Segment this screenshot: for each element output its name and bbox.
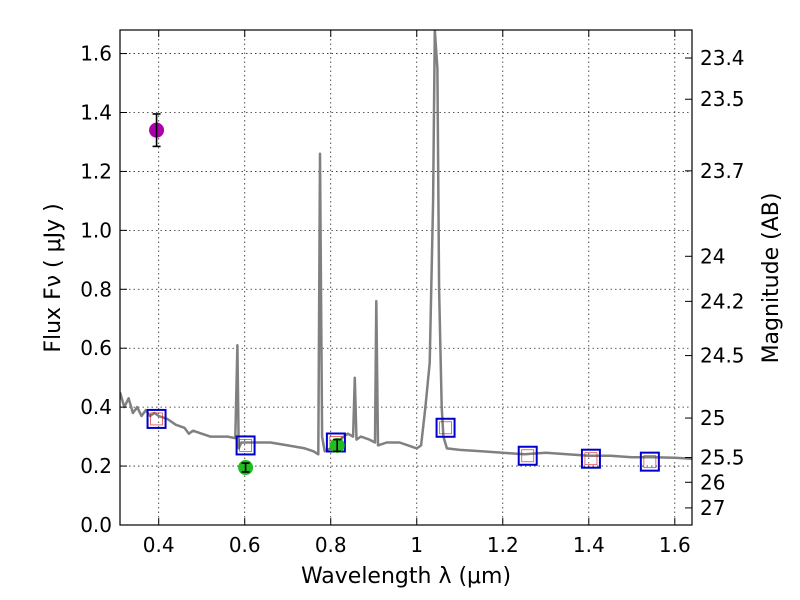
y-tick-label: 0.8 (80, 277, 112, 301)
y2-tick-label: 25 (700, 406, 725, 430)
x-tick-label: 1 (410, 533, 423, 557)
x-tick-label: 0.4 (143, 533, 175, 557)
y2-tick-label: 26 (700, 470, 725, 494)
sed-model-line (120, 30, 692, 460)
y-tick-label: 0.2 (80, 454, 112, 478)
model-photometry-inner (439, 421, 452, 435)
y-tick-label: 1.0 (80, 218, 112, 242)
model-photometry-inner (643, 455, 657, 469)
y2-tick-label: 23.5 (700, 87, 745, 111)
y2-tick-label: 24.2 (700, 289, 745, 313)
x-axis-label: Wavelength λ (μm) (301, 564, 511, 589)
y2-tick-label: 25.5 (700, 446, 745, 470)
y-axis-label: Flux Fν ( μJy ) (41, 203, 66, 352)
model-photometry-inner (239, 439, 252, 452)
y-tick-label: 1.6 (80, 42, 112, 66)
model-photometry-square (146, 408, 167, 429)
y-tick-label: 0.4 (80, 395, 112, 419)
y-tick-label: 0.6 (80, 336, 112, 360)
x-tick-label: 0.6 (229, 533, 261, 557)
series-layer (120, 30, 692, 476)
model-photometry-square (435, 417, 456, 438)
y2-tick-label: 24.5 (700, 344, 745, 368)
y2-tick-label: 27 (700, 496, 725, 520)
model-photometry-square (639, 451, 660, 472)
plot-frame (119, 29, 693, 526)
y-tick-label: 1.4 (80, 101, 112, 125)
model-photometry-square (517, 445, 538, 466)
model-photometry-square (235, 435, 256, 456)
y2-tick-label: 23.7 (700, 159, 745, 183)
x-tick-label: 1.6 (659, 533, 691, 557)
y-tick-label: 1.2 (80, 159, 112, 183)
x-tick-label: 1.4 (573, 533, 605, 557)
model-photometry-inner (150, 412, 163, 426)
y2-tick-label: 24 (700, 244, 725, 268)
y2-axis-label: Magnitude (AB) (759, 193, 784, 364)
x-tick-label: 1.2 (487, 533, 519, 557)
y2-tick-label: 23.4 (700, 46, 745, 70)
model-photometry-inner (521, 449, 535, 463)
x-tick-label: 0.8 (315, 533, 347, 557)
model-photometry-inner (584, 452, 598, 466)
grid-lines (120, 30, 692, 526)
y-tick-label: 0.0 (80, 513, 112, 537)
axis-ticks: 0.4 0.6 0.8 1 1.2 1.4 1.6 0.0 0.2 0.4 0.6 0.8 1.0 1.2… (80, 30, 745, 557)
model-photometry-square (580, 448, 601, 469)
